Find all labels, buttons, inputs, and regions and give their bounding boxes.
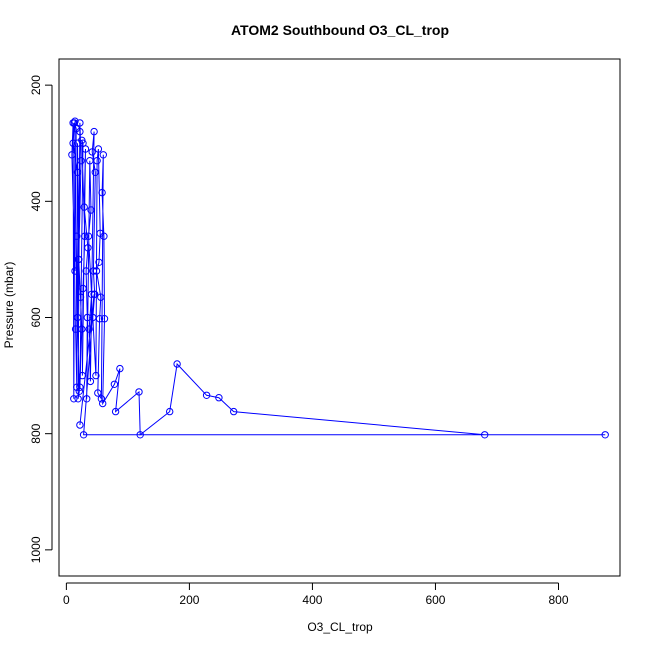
data-point — [78, 136, 86, 145]
data-point — [75, 255, 83, 264]
data-point — [73, 383, 81, 391]
y-tick-label: 400 — [29, 191, 43, 211]
data-point — [97, 395, 106, 403]
data-point — [85, 325, 93, 333]
data-point — [83, 313, 92, 322]
data-point — [74, 395, 82, 403]
y-tick-label: 600 — [29, 307, 43, 327]
x-axis-label: O3_CL_trop — [307, 620, 373, 634]
x-tick-label: 800 — [548, 593, 568, 607]
data-point — [87, 290, 96, 298]
data-point — [68, 151, 76, 159]
data-point — [90, 290, 98, 298]
data-point — [78, 325, 86, 333]
data-point — [98, 188, 106, 197]
data-point — [92, 371, 100, 380]
data-point — [89, 313, 97, 322]
chart-title: ATOM2 Southbound O3_CL_trop — [231, 22, 449, 38]
data-point — [81, 145, 90, 153]
data-point — [70, 119, 79, 127]
data-point — [166, 407, 174, 416]
data-point — [80, 203, 88, 211]
data-point — [75, 387, 84, 395]
data-point — [99, 399, 107, 408]
plot-frame — [58, 58, 621, 577]
data-point — [94, 145, 103, 153]
data-point — [173, 360, 181, 368]
x-tick-label: 200 — [179, 593, 199, 607]
data-point — [111, 407, 120, 416]
data-point — [215, 394, 223, 402]
data-point — [77, 157, 85, 165]
data-point — [92, 267, 101, 275]
data-point — [76, 119, 84, 127]
data-point — [230, 407, 238, 416]
data-point — [78, 371, 87, 380]
data-point — [73, 313, 82, 322]
y-tick-label: 200 — [29, 75, 43, 95]
x-tick-label: 600 — [425, 593, 445, 607]
x-tick-label: 0 — [63, 593, 70, 607]
data-point — [91, 168, 100, 177]
data-point — [116, 364, 124, 373]
data-point — [601, 431, 609, 439]
data-point — [87, 206, 95, 214]
data-point — [76, 293, 85, 301]
data-point — [88, 148, 96, 156]
y-axis-label: Pressure (mbar) — [2, 262, 16, 349]
data-point — [82, 267, 90, 275]
data-point — [69, 139, 77, 147]
data-point — [95, 258, 103, 266]
data-point — [481, 431, 489, 439]
data-point — [136, 431, 144, 439]
data-point — [70, 395, 78, 403]
data-point — [95, 315, 104, 323]
data-point — [99, 151, 108, 159]
data-point — [76, 127, 84, 136]
y-tick-label: 800 — [29, 423, 43, 443]
data-point — [100, 315, 109, 323]
data-point — [76, 383, 84, 391]
data-point — [135, 388, 143, 396]
data-point — [81, 232, 89, 240]
data-point — [202, 391, 211, 399]
data-point — [79, 431, 88, 439]
data-point — [76, 421, 84, 429]
x-axis: 0 200 400 600 800 — [63, 582, 569, 607]
data-point — [79, 284, 87, 293]
x-tick-label: 400 — [302, 593, 322, 607]
data-point — [90, 127, 98, 136]
data-point — [84, 244, 92, 252]
data-point — [89, 267, 98, 275]
data-point — [100, 232, 108, 240]
series-group — [68, 117, 609, 439]
data-point — [71, 267, 79, 275]
data-point — [86, 377, 95, 386]
data-point — [94, 389, 102, 397]
data-point — [86, 157, 94, 165]
data-point — [73, 232, 81, 240]
data-point — [97, 293, 105, 301]
data-point — [110, 380, 119, 388]
y-tick-label: 1000 — [29, 536, 43, 563]
y-axis: 200 400 600 800 1000 — [29, 75, 53, 563]
data-point — [73, 168, 82, 177]
data-point — [83, 395, 91, 403]
data-point — [93, 157, 101, 165]
data-point — [84, 232, 93, 240]
